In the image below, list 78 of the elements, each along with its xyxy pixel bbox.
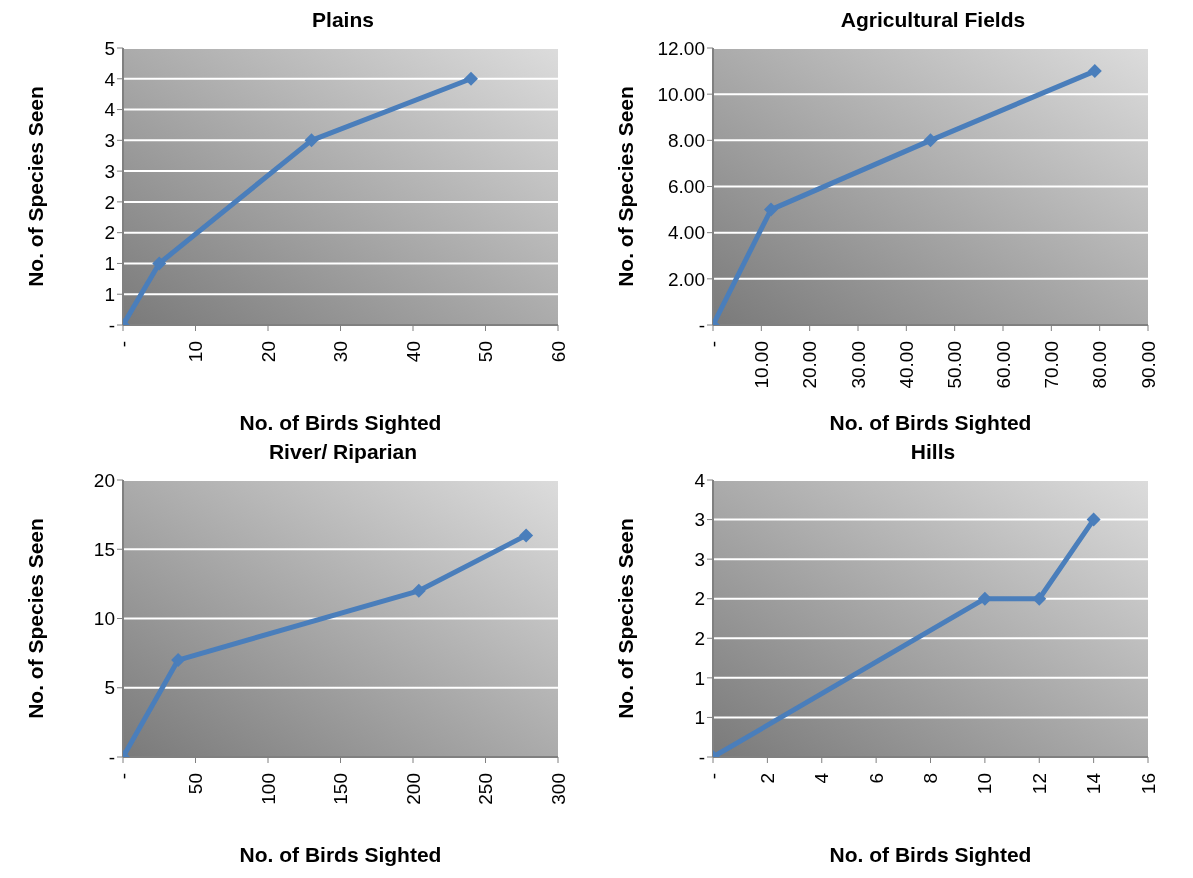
x-tick-label: 50.00 <box>944 341 966 389</box>
x-tick-label: 50 <box>475 341 496 363</box>
y-axis-title: No. of Species Seen <box>24 518 48 719</box>
x-tick-label: 10.00 <box>750 341 772 389</box>
x-tick-label: 6 <box>865 773 887 784</box>
y-tick-label: 15 <box>93 538 115 560</box>
x-tick-label: 12 <box>1028 773 1050 795</box>
x-tick-label: 30 <box>330 341 351 363</box>
x-tick-label: 70.00 <box>1040 341 1062 389</box>
point <box>464 71 478 86</box>
y-tick-label: 3 <box>104 160 115 182</box>
x-tick-label: 250 <box>475 773 496 805</box>
x-tick-label: 60 <box>547 341 569 363</box>
y-tick-label: 2 <box>694 628 705 650</box>
y-tick-label: 1 <box>104 283 115 305</box>
y-tick-label: 10 <box>93 608 115 630</box>
y-tick-label: 1 <box>104 253 115 275</box>
x-tick-label: 10 <box>185 341 206 363</box>
y-tick-label: 6.00 <box>668 176 705 198</box>
point <box>152 256 167 271</box>
y-tick-label: 3 <box>694 509 705 531</box>
x-axis-title: No. of Birds Sighted <box>239 411 442 434</box>
point <box>764 202 778 217</box>
chart-title: River/ Riparian <box>267 440 419 465</box>
y-tick-label: 2 <box>104 222 115 244</box>
y-tick-label: 8.00 <box>668 130 705 152</box>
y-axis-title: No. of Species Seen <box>24 86 48 287</box>
x-tick-label: 4 <box>811 772 833 784</box>
y-tick-label: 4.00 <box>668 222 705 244</box>
y-tick-label: 5 <box>104 37 115 59</box>
x-tick-label: 90.00 <box>1137 341 1159 389</box>
point <box>304 133 319 148</box>
y-axis-title: No. of Species Seen <box>614 86 638 287</box>
x-tick-label: 16 <box>1137 773 1159 795</box>
point <box>1087 64 1102 79</box>
point <box>1086 512 1101 527</box>
x-tick-label: 50 <box>185 773 206 795</box>
x-tick-label: 80.00 <box>1089 341 1111 389</box>
chart-title: Hills <box>909 440 957 465</box>
y-tick-label: 4 <box>104 68 116 90</box>
x-tick-label: 20.00 <box>799 341 821 389</box>
x-tick-label: 30.00 <box>847 341 869 389</box>
x-tick-label: 2 <box>756 773 778 784</box>
chart-title: Agricultural Fields <box>839 8 1027 33</box>
y-tick-label: 2 <box>104 191 115 213</box>
x-axis-title: No. of Birds Sighted <box>829 411 1032 434</box>
y-tick-label: 4 <box>104 99 116 121</box>
y-tick-label: 1 <box>694 667 705 689</box>
x-tick-label: 60.00 <box>992 341 1014 389</box>
x-axis-title: No. of Birds Sighted <box>829 843 1032 866</box>
y-tick-label: 5 <box>104 677 115 699</box>
y-tick-label: 2 <box>694 588 705 610</box>
x-tick-label: 14 <box>1083 772 1105 795</box>
point <box>1032 591 1047 606</box>
x-tick-label: 10 <box>974 773 996 795</box>
x-tick-label: 100 <box>257 773 279 805</box>
x-tick-label: 150 <box>330 773 351 805</box>
y-tick-label: 10.00 <box>657 83 705 105</box>
x-tick-label: 40.00 <box>895 341 917 389</box>
y-tick-label: 20 <box>93 469 115 491</box>
point <box>923 133 938 148</box>
y-tick-label: 3 <box>694 548 705 570</box>
y-tick-label: 1 <box>694 707 705 729</box>
point <box>519 528 534 543</box>
y-tick-label: 2.00 <box>668 268 705 290</box>
y-tick-label: 4 <box>694 469 706 491</box>
x-tick-label: 300 <box>547 773 569 805</box>
y-tick-label: 3 <box>104 130 115 152</box>
x-tick-label: 200 <box>402 773 424 805</box>
x-axis-title: No. of Birds Sighted <box>239 843 442 866</box>
point <box>411 583 426 598</box>
chart-title: Plains <box>311 8 375 33</box>
x-tick-label: 8 <box>920 773 941 784</box>
point <box>977 591 992 606</box>
x-tick-label: 40 <box>402 341 424 363</box>
x-tick-label: 20 <box>257 341 279 363</box>
y-axis-title: No. of Species Seen <box>614 518 638 719</box>
y-tick-label: 12.00 <box>657 37 705 59</box>
